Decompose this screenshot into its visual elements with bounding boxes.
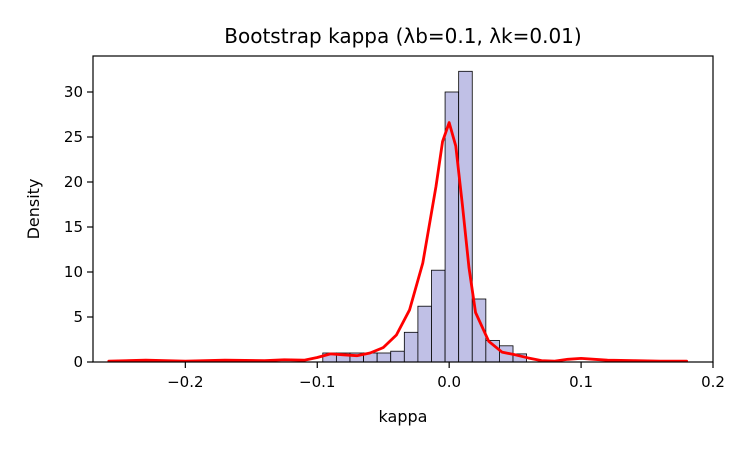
y-tick-label: 0: [73, 353, 83, 371]
x-tick-label: −0.2: [167, 373, 203, 391]
y-tick-label: 10: [64, 263, 83, 281]
histogram-bar: [403, 331, 419, 363]
histogram-bar: [431, 269, 446, 363]
x-axis: −0.2 −0.1 0.0 0.1 0.2: [167, 362, 725, 391]
x-tick-label: 0.1: [569, 373, 593, 391]
plot-area: [107, 70, 689, 363]
y-axis: 0 5 10 15 20 25 30: [64, 83, 93, 371]
y-tick-label: 30: [64, 83, 83, 101]
y-tick-label: 5: [73, 308, 83, 326]
x-tick-label: −0.1: [299, 373, 335, 391]
plot-frame: [92, 55, 714, 363]
histogram-bar: [390, 350, 405, 363]
chart-title: Bootstrap kappa (λb=0.1, λk=0.01): [224, 24, 581, 48]
y-axis-label: Density: [24, 179, 43, 240]
histogram-bar: [376, 352, 392, 363]
kde-line: [107, 121, 689, 363]
y-tick-label: 15: [64, 218, 83, 236]
histogram-bar: [417, 305, 432, 363]
y-tick-label: 25: [64, 128, 83, 146]
x-tick-label: 0.0: [437, 373, 461, 391]
x-axis-label: kappa: [379, 407, 428, 426]
histogram-bar: [458, 70, 473, 363]
y-tick-label: 20: [64, 173, 83, 191]
x-tick-label: 0.2: [701, 373, 725, 391]
